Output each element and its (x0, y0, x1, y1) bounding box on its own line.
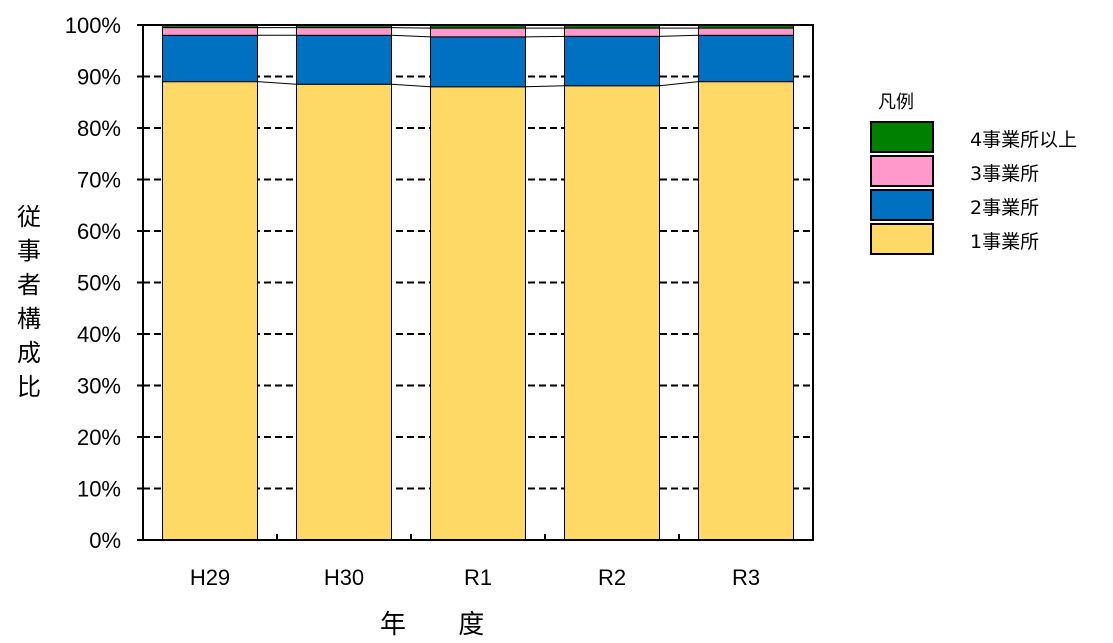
series-connector (391, 83, 431, 88)
series-connector (525, 85, 565, 88)
bar-segment (564, 27, 660, 37)
bar-segment (296, 34, 392, 85)
bar-segment (698, 81, 794, 541)
legend-label: 3事業所 (970, 163, 1040, 185)
y-axis-title: 従事者構成比 (17, 203, 41, 401)
bar-segment (698, 34, 794, 83)
y-tick-label: 30% (77, 374, 121, 399)
plot-frame (137, 24, 814, 541)
y-tick-label: 80% (77, 116, 121, 141)
y-tick-label: 50% (77, 271, 121, 296)
x-axis-tick-labels: H29 H30 R1 R2 R3 (190, 565, 760, 590)
y-tick-label: 100% (65, 13, 121, 38)
y-tick-label: 20% (77, 425, 121, 450)
series-connector (391, 27, 431, 29)
y-tick-label: 90% (77, 65, 121, 90)
bar-segment (698, 27, 794, 36)
y-tick-label: 70% (77, 168, 121, 193)
y-tick-label: 0% (89, 528, 121, 553)
series-connector (525, 35, 565, 38)
legend-label: 1事業所 (970, 231, 1040, 253)
bar-segment (430, 86, 526, 541)
bar-segment (162, 34, 258, 83)
x-tick-label: H29 (190, 565, 230, 590)
legend-label: 2事業所 (970, 197, 1040, 219)
legend-swatch (870, 155, 934, 187)
bar-segment (430, 36, 526, 88)
bar-segment (296, 83, 392, 541)
x-tick-label: R3 (732, 565, 760, 590)
y-axis-tick-labels: 0% 10% 20% 30% 40% 50% 60% 70% 80% 90% 100% (65, 13, 121, 553)
y-tick-label: 10% (77, 477, 121, 502)
y-tick-label: 60% (77, 219, 121, 244)
series-connector (391, 34, 431, 38)
legend-swatch (870, 121, 934, 153)
x-tick-label: H30 (324, 565, 364, 590)
series-connector (659, 81, 699, 87)
x-axis-title: 年 度 (380, 610, 507, 640)
bars (162, 24, 794, 541)
bar-segment (162, 81, 258, 541)
bar-segment (430, 27, 526, 38)
x-tick-label: R2 (598, 565, 626, 590)
legend-label: 4事業所以上 (970, 129, 1078, 151)
bar-segment (296, 27, 392, 36)
bar-segment (564, 35, 660, 87)
bar-segment (162, 27, 258, 36)
series-connector (659, 34, 699, 37)
series-connector (257, 81, 297, 85)
legend-swatch (870, 223, 934, 255)
x-tick-label: R1 (464, 565, 492, 590)
bar-segment (564, 85, 660, 541)
series-connector-lines (257, 27, 699, 88)
legend-title: 凡例 (878, 92, 914, 113)
y-tick-label: 40% (77, 322, 121, 347)
legend-swatch (870, 189, 934, 221)
